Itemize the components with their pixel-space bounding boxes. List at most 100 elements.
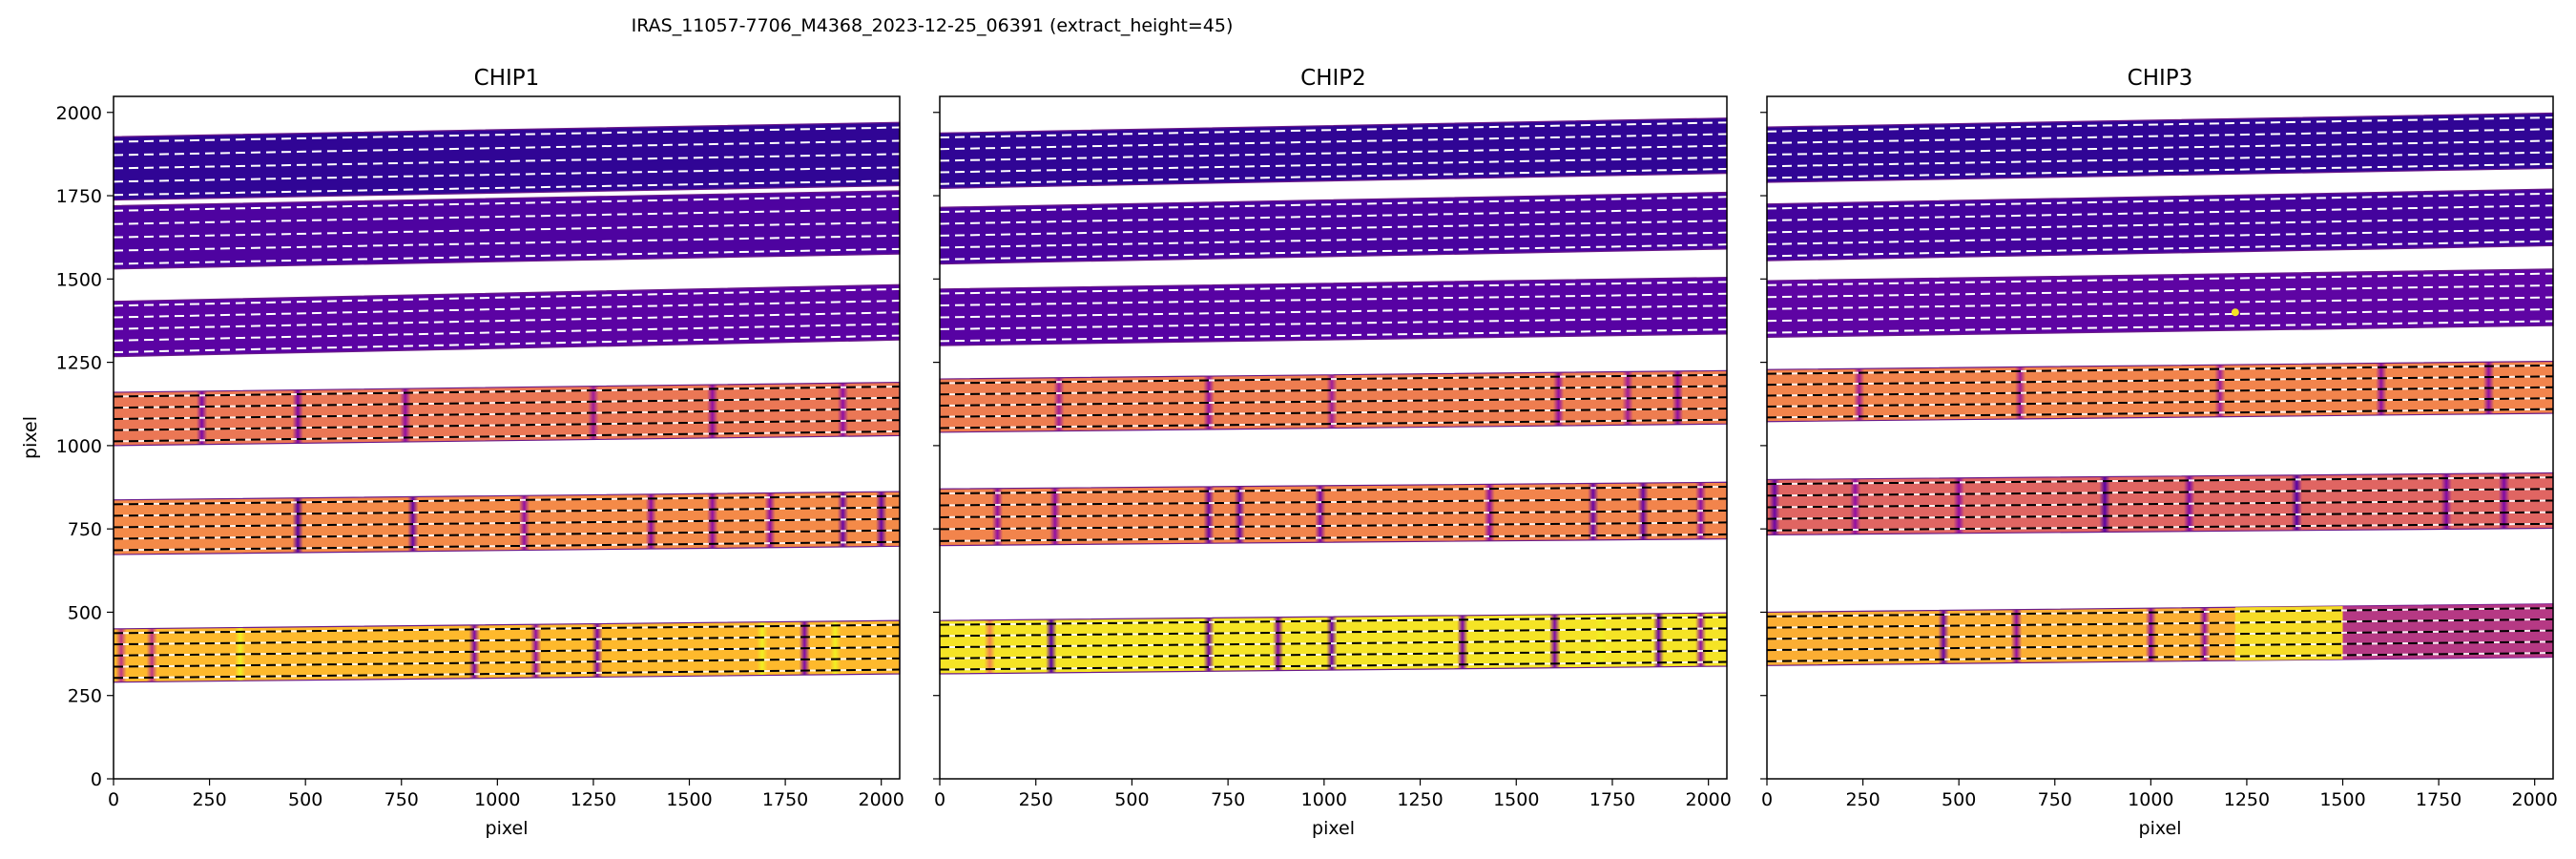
extraction-line — [113, 430, 901, 443]
extraction-line-alt — [1766, 629, 2554, 640]
x-tick-label: 1750 — [1589, 789, 1635, 810]
extraction-line-alt — [939, 407, 1728, 418]
extraction-line — [113, 494, 901, 506]
x-tick-label: 500 — [1114, 789, 1149, 810]
panel-chip3: 0 250 500 750 1000 1250 1500 1750 2000 CHIP3 pix… — [1760, 66, 2558, 839]
x-tick-label: 1000 — [1301, 789, 1347, 810]
extraction-line — [939, 292, 1728, 307]
extraction-line — [113, 646, 901, 657]
extraction-line — [113, 419, 901, 431]
x-axis-label: pixel — [486, 818, 529, 839]
extraction-line — [1766, 618, 2554, 629]
panel-title: CHIP2 — [1300, 66, 1366, 91]
extraction-line — [1766, 296, 2554, 310]
extraction-line — [939, 328, 1728, 343]
panel-chip2: 0 250 500 750 1000 1250 1500 1750 2000 CHIP2 pix… — [933, 66, 1732, 839]
x-axis-label: pixel — [2139, 818, 2182, 839]
extraction-line — [1766, 408, 2554, 419]
extraction-line — [939, 418, 1728, 430]
extraction-line — [1766, 397, 2554, 408]
order-band — [113, 121, 901, 201]
y-tick-label: 1000 — [56, 436, 102, 457]
extraction-line — [113, 220, 901, 239]
extraction-line-alt — [1766, 618, 2554, 629]
extraction-line-alt — [939, 486, 1728, 495]
extraction-line — [1766, 216, 2554, 234]
hot-pixel — [2231, 308, 2239, 317]
extraction-line-alt — [939, 497, 1728, 507]
extraction-line — [113, 208, 901, 225]
figure-title: IRAS_11057-7706_M4368_2023-12-25_06391 (… — [632, 15, 1234, 36]
extraction-line — [113, 323, 901, 342]
x-tick-label: 2000 — [1685, 789, 1731, 810]
extraction-line-alt — [1766, 408, 2554, 419]
x-tick-label: 1250 — [1397, 789, 1443, 810]
extraction-line-alt — [113, 623, 901, 635]
extraction-line-alt — [939, 649, 1728, 660]
panel-title: CHIP3 — [2128, 66, 2193, 91]
extraction-line — [1766, 192, 2554, 210]
x-tick-label: 250 — [192, 789, 226, 810]
extraction-line-alt — [113, 517, 901, 529]
extraction-line — [113, 139, 901, 157]
extraction-line — [113, 657, 901, 668]
extraction-line-alt — [113, 529, 901, 540]
x-axis: 0 250 500 750 1000 1250 1500 1750 2000 — [108, 779, 904, 810]
extraction-line-alt — [113, 386, 901, 398]
extraction-line — [939, 196, 1728, 214]
x-tick-label: 1000 — [474, 789, 520, 810]
panel-title: CHIP1 — [474, 66, 540, 91]
x-tick-label: 750 — [1211, 789, 1245, 810]
extraction-line — [939, 509, 1728, 518]
extraction-line — [939, 521, 1728, 531]
extraction-line — [1766, 386, 2554, 397]
extraction-line-alt — [113, 408, 901, 420]
extraction-line — [939, 121, 1728, 139]
extraction-line — [1766, 284, 2554, 299]
extraction-line — [113, 234, 901, 252]
extraction-line — [939, 639, 1728, 649]
y-tick-label: 1500 — [56, 269, 102, 290]
extraction-line — [939, 220, 1728, 237]
extraction-line — [1766, 522, 2554, 532]
y-axis — [933, 112, 940, 780]
extraction-line-alt — [939, 639, 1728, 649]
extraction-line — [939, 486, 1728, 495]
extraction-line-alt — [1766, 640, 2554, 652]
extraction-line-alt — [113, 396, 901, 409]
extraction-line — [113, 247, 901, 265]
extraction-line — [1766, 162, 2554, 179]
extraction-line — [113, 668, 901, 680]
extraction-line — [1766, 204, 2554, 221]
extraction-line — [1766, 375, 2554, 387]
order-band — [1766, 268, 2554, 339]
extraction-line — [1766, 640, 2554, 652]
extraction-line — [1766, 116, 2554, 133]
spectral-orders — [939, 117, 1728, 675]
extraction-line — [1766, 511, 2554, 520]
order-band — [939, 276, 1728, 346]
extraction-line — [113, 540, 901, 552]
extraction-line — [1766, 228, 2554, 245]
extraction-line — [113, 529, 901, 540]
x-tick-label: 500 — [1942, 789, 1976, 810]
extraction-line — [113, 334, 901, 354]
extraction-line-alt — [113, 430, 901, 443]
extraction-line — [939, 281, 1728, 295]
extraction-line — [1766, 151, 2554, 168]
extraction-line-alt — [113, 506, 901, 517]
plot-frame — [1766, 95, 2554, 780]
y-axis — [1760, 112, 1767, 780]
extraction-line — [1766, 629, 2554, 640]
plot-frame — [939, 95, 1728, 780]
extraction-line — [1766, 499, 2554, 509]
extraction-line — [939, 133, 1728, 151]
plot-frame — [113, 95, 901, 780]
extraction-line-alt — [1766, 522, 2554, 532]
extraction-line — [939, 616, 1728, 626]
x-axis-label: pixel — [1312, 818, 1355, 839]
extraction-line-alt — [113, 635, 901, 646]
extraction-line — [939, 168, 1728, 185]
x-tick-label: 2000 — [2512, 789, 2558, 810]
extraction-line-alt — [1766, 476, 2554, 486]
